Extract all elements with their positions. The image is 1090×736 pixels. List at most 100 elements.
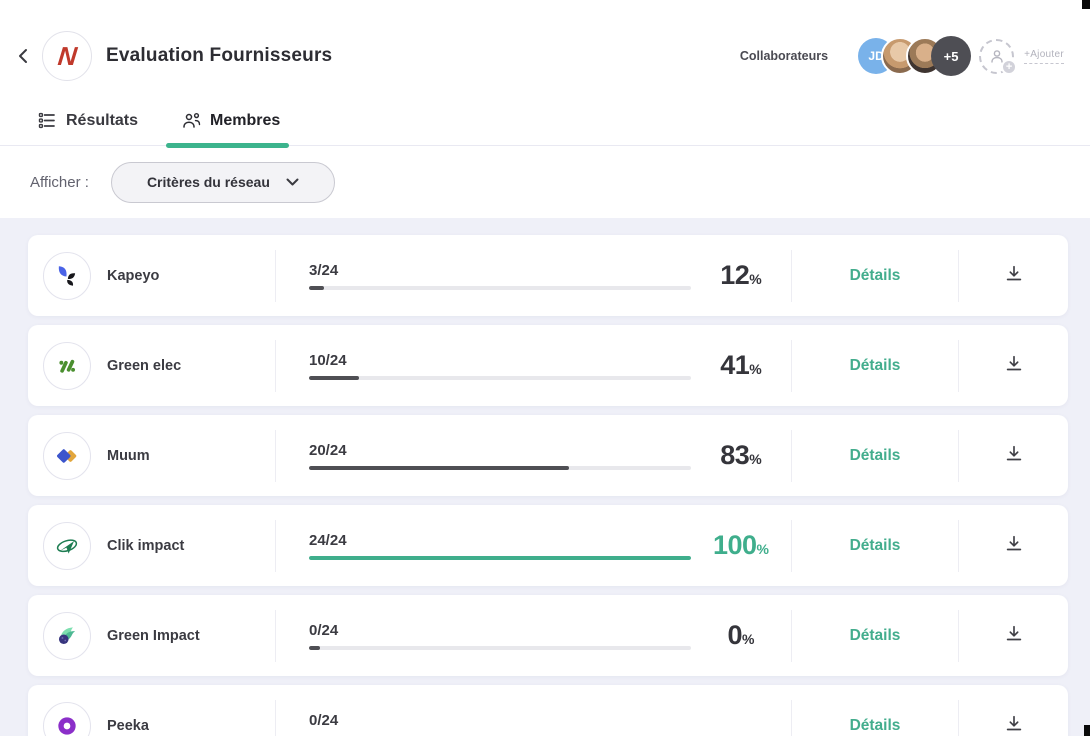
muum-logo-icon xyxy=(57,448,77,463)
kapeyo-logo-icon xyxy=(58,265,76,286)
divider xyxy=(275,339,276,392)
member-logo xyxy=(43,341,91,390)
add-collaborator-button[interactable]: + xyxy=(979,38,1018,75)
avatar-stack: JD +5 xyxy=(858,36,972,76)
member-name: Peeka xyxy=(107,717,149,734)
peeka-logo-icon xyxy=(58,716,76,735)
details-link[interactable]: Détails xyxy=(849,446,901,464)
add-collaborator-label[interactable]: +Ajouter xyxy=(1024,49,1064,64)
progress-fraction: 3/24 xyxy=(309,261,339,279)
divider xyxy=(791,609,792,662)
details-link[interactable]: Détails xyxy=(849,536,901,554)
details-link[interactable]: Détails xyxy=(849,716,901,734)
progress-percent: 83% xyxy=(691,440,791,471)
divider xyxy=(275,429,276,482)
progress-fill xyxy=(309,645,321,650)
progress-fill xyxy=(309,555,691,560)
header: N Evaluation Fournisseurs Collaborateurs… xyxy=(0,0,1090,102)
divider xyxy=(275,249,276,302)
download-button[interactable] xyxy=(997,527,1031,564)
red-n-logo-icon: N xyxy=(56,40,79,71)
divider xyxy=(791,249,792,302)
percent-value: 41 xyxy=(720,350,750,380)
download-button[interactable] xyxy=(997,257,1031,294)
progress-fill xyxy=(309,285,325,290)
percent-value: 0 xyxy=(727,620,743,650)
member-logo xyxy=(43,521,91,570)
download-button[interactable] xyxy=(997,617,1031,654)
members-list: Kapeyo 3/24 12% Détails Green elec 10/24… xyxy=(0,218,1090,736)
percent-value: 83 xyxy=(720,440,750,470)
download-icon xyxy=(1006,535,1021,551)
progress-percent: 100% xyxy=(691,530,791,561)
details-link[interactable]: Détails xyxy=(849,626,901,644)
details-link[interactable]: Détails xyxy=(849,266,901,284)
progress-track xyxy=(309,285,691,290)
progress-block: 20/24 xyxy=(276,442,691,470)
progress-fraction: 10/24 xyxy=(309,351,347,369)
download-button[interactable] xyxy=(997,707,1031,736)
collaborators-label: Collaborateurs xyxy=(739,49,829,63)
download-button[interactable] xyxy=(997,437,1031,474)
download-icon xyxy=(1006,445,1021,461)
divider xyxy=(791,429,792,482)
download-icon xyxy=(1006,625,1021,641)
filter-label: Afficher : xyxy=(30,173,89,191)
progress-block: 0/24 xyxy=(276,622,691,650)
avatar-overflow-count[interactable]: +5 xyxy=(931,36,972,76)
progress-block: 0/24 xyxy=(276,712,691,736)
member-name: Clik impact xyxy=(107,537,185,554)
progress-percent: 12% xyxy=(691,260,791,291)
progress-fraction: 20/24 xyxy=(309,441,347,459)
progress-fraction: 24/24 xyxy=(309,531,347,549)
download-button[interactable] xyxy=(997,347,1031,384)
person-icon xyxy=(990,50,1003,63)
member-logo xyxy=(43,611,91,660)
divider xyxy=(791,699,792,736)
chevron-left-icon xyxy=(19,49,27,63)
back-button[interactable] xyxy=(10,43,36,69)
divider xyxy=(275,519,276,572)
divider xyxy=(791,519,792,572)
progress-block: 10/24 xyxy=(276,352,691,380)
member-row-clik-impact: Clik impact 24/24 100% Détails xyxy=(28,505,1068,586)
collaborators-section: Collaborateurs JD +5 + +Ajouter xyxy=(740,36,1064,76)
details-link[interactable]: Détails xyxy=(849,356,901,374)
screen-artifact xyxy=(1082,0,1090,9)
progress-fraction: 0/24 xyxy=(309,621,339,639)
plus-icon: + xyxy=(1001,58,1018,75)
member-row-kapeyo: Kapeyo 3/24 12% Détails xyxy=(28,235,1068,316)
divider xyxy=(958,699,959,736)
tab-bar: Résultats Membres xyxy=(0,102,1090,148)
progress-fill xyxy=(309,465,569,470)
percent-value: 100 xyxy=(712,530,757,560)
member-row-green-elec: Green elec 10/24 41% Détails xyxy=(28,325,1068,406)
criteria-dropdown[interactable]: Critères du réseau xyxy=(110,161,335,203)
member-name: Kapeyo xyxy=(107,267,160,284)
divider xyxy=(275,699,276,736)
divider xyxy=(275,609,276,662)
percent-value: 12 xyxy=(720,260,750,290)
divider xyxy=(958,249,959,302)
divider xyxy=(958,519,959,572)
list-icon xyxy=(38,112,55,129)
tab-membres[interactable]: Membres xyxy=(165,102,290,148)
percent-unit: % xyxy=(749,271,762,287)
member-logo xyxy=(43,431,91,480)
divider xyxy=(791,339,792,392)
member-row-peeka: Peeka 0/24 Détails xyxy=(28,685,1068,736)
progress-percent: 41% xyxy=(691,350,791,381)
progress-fill xyxy=(309,375,359,380)
green-impact-logo-icon xyxy=(58,626,76,644)
filter-bar: Afficher : Critères du réseau xyxy=(0,146,1090,218)
green-elec-logo-icon xyxy=(59,359,76,373)
member-row-green-impact: Green Impact 0/24 0% Détails xyxy=(28,595,1068,676)
tab-resultats-label: Résultats xyxy=(66,111,139,129)
download-icon xyxy=(1006,355,1021,371)
criteria-dropdown-value: Critères du réseau xyxy=(146,174,270,190)
progress-track xyxy=(309,465,691,470)
page-title: Evaluation Fournisseurs xyxy=(106,45,333,66)
tab-resultats[interactable]: Résultats xyxy=(38,102,138,145)
percent-unit: % xyxy=(742,631,755,647)
download-icon xyxy=(1006,265,1021,281)
